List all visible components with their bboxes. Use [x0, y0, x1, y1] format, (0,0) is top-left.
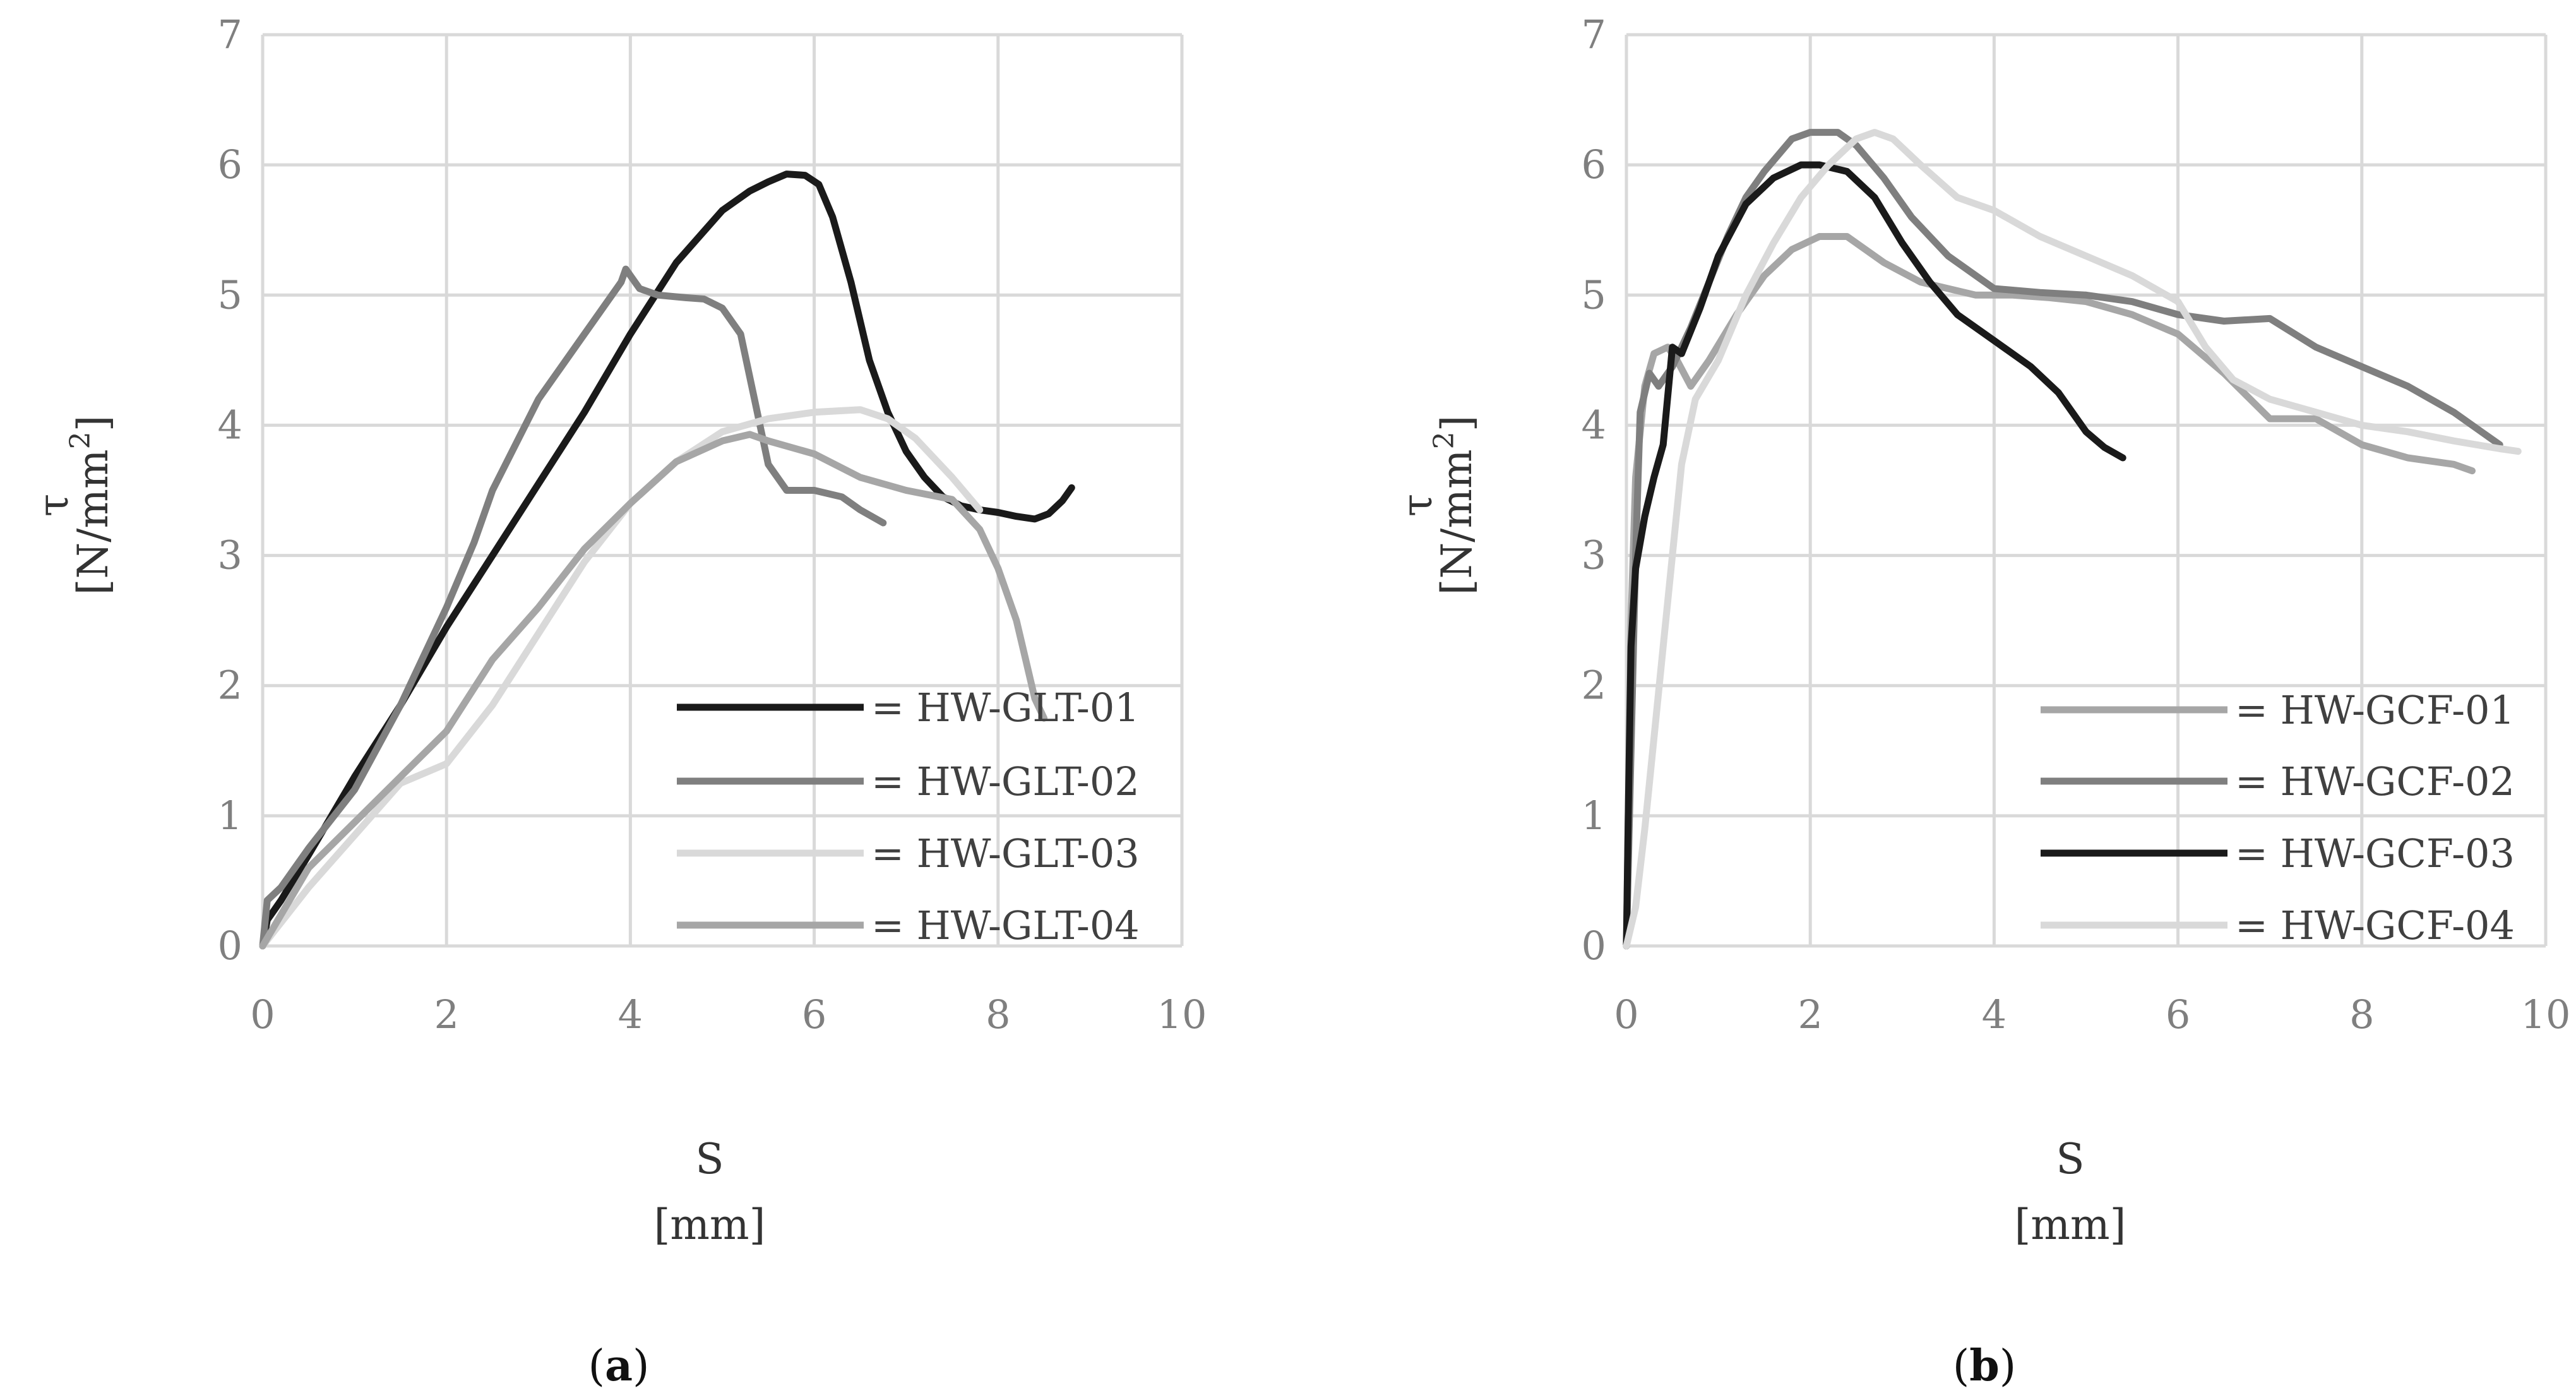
y-axis-unit-a-text: [N/mm: [69, 449, 117, 595]
series-line-hw-gcf-01: [1623, 233, 2476, 950]
x-axis-unit-a: [mm]: [654, 1200, 766, 1249]
x-tick-label-b-4: 8: [2349, 991, 2374, 1038]
y-tick-label-a-7: 7: [218, 11, 242, 57]
y-tick-label-a-0: 0: [218, 923, 242, 969]
y-tick-label-a-6: 6: [218, 141, 242, 188]
y-tick-label-a-3: 3: [218, 532, 242, 578]
y-tick-label-b-1: 1: [1582, 793, 1606, 839]
y-axis-unit-b-sup: 2: [1428, 431, 1460, 449]
legend-a: = HW-GLT-01 = HW-GLT-02 = HW-GLT-03 = HW…: [677, 685, 1140, 948]
series-line-hw-glt-02: [259, 265, 887, 950]
legend-b: = HW-GCF-01 = HW-GCF-02 = HW-GCF-03 = HW…: [2041, 687, 2515, 948]
legend-label-hw-glt-01: = HW-GLT-01: [871, 685, 1140, 731]
y-axis-unit-a-close: ]: [69, 416, 117, 432]
panel-label-b-close: ): [2000, 1341, 2017, 1391]
series-line-hw-gcf-03: [1623, 161, 2126, 950]
legend-label-hw-gcf-04: = HW-GCF-04: [2235, 902, 2515, 948]
series-line-hw-gcf-04: [1623, 129, 2522, 950]
plot-area-a: [263, 35, 1182, 946]
plot-area-b: [1626, 35, 2546, 946]
y-tick-label-b-2: 2: [1582, 662, 1606, 709]
x-tick-label-a-3: 6: [802, 991, 826, 1038]
panel-label-b: (b): [1953, 1341, 2017, 1391]
x-tick-label-b-2: 4: [1982, 991, 2007, 1038]
x-tick-label-b-1: 2: [1798, 991, 1822, 1038]
y-axis-unit-a: [N/mm2]: [64, 416, 117, 595]
legend-label-hw-glt-03: = HW-GLT-03: [871, 830, 1140, 876]
y-tick-label-a-4: 4: [218, 402, 242, 448]
panel-label-b-letter: b: [1969, 1341, 2000, 1391]
legend-label-hw-gcf-03: = HW-GCF-03: [2235, 830, 2515, 876]
x-tick-label-b-5: 10: [2521, 991, 2571, 1038]
y-tick-label-b-5: 5: [1582, 272, 1606, 318]
chart-panel-a: 0 2 4 6 8 10 0 1 2 3 4 5 6 7 = HW-GLT-01 = HW-GLT-02 …: [29, 11, 1207, 1391]
y-tick-label-b-6: 6: [1582, 141, 1606, 188]
y-axis-unit-a-sup: 2: [64, 431, 97, 449]
ticks-a: 0 2 4 6 8 10 0 1 2 3 4 5 6 7: [218, 11, 1207, 1038]
legend-label-hw-gcf-01: = HW-GCF-01: [2235, 687, 2515, 733]
series-line-hw-glt-04: [259, 431, 1048, 950]
y-tick-label-b-4: 4: [1582, 402, 1606, 448]
panel-label-a-close: ): [633, 1341, 650, 1391]
x-axis-unit-b: [mm]: [2015, 1200, 2126, 1249]
y-tick-label-b-7: 7: [1582, 11, 1606, 57]
x-axis-title-b: S: [2056, 1135, 2084, 1183]
x-tick-label-a-0: 0: [250, 991, 275, 1038]
y-axis-unit-b-text: [N/mm: [1433, 449, 1481, 595]
y-tick-label-b-0: 0: [1582, 923, 1606, 969]
x-tick-label-a-1: 2: [434, 991, 458, 1038]
panel-label-b-open: (: [1953, 1341, 1970, 1391]
y-tick-label-a-5: 5: [218, 272, 242, 318]
series-group-b: [1623, 129, 2522, 950]
panel-label-a-letter: a: [605, 1341, 633, 1391]
legend-label-hw-gcf-02: = HW-GCF-02: [2235, 758, 2515, 805]
x-tick-label-a-5: 10: [1157, 991, 1207, 1038]
y-tick-label-b-3: 3: [1582, 532, 1606, 578]
y-axis-title-a: τ: [29, 494, 78, 517]
panel-label-a: (a): [588, 1341, 649, 1391]
y-tick-label-a-1: 1: [218, 793, 242, 839]
x-tick-label-b-0: 0: [1614, 991, 1638, 1038]
series-line-hw-gcf-02: [1623, 129, 2503, 950]
y-axis-unit-b-close: ]: [1433, 416, 1481, 432]
legend-label-hw-glt-02: = HW-GLT-02: [871, 758, 1140, 805]
y-axis-unit-b: [N/mm2]: [1428, 416, 1481, 595]
x-tick-label-b-3: 6: [2166, 991, 2190, 1038]
chart-panel-b: 0 2 4 6 8 10 0 1 2 3 4 5 6 7 = HW-GCF-01 = HW-GCF-02 …: [1393, 11, 2570, 1391]
y-axis-title-b: τ: [1393, 494, 1441, 517]
ticks-b: 0 2 4 6 8 10 0 1 2 3 4 5 6 7: [1582, 11, 2571, 1038]
y-tick-label-a-2: 2: [218, 662, 242, 709]
legend-label-hw-glt-04: = HW-GLT-04: [871, 902, 1140, 948]
panel-label-a-open: (: [588, 1341, 605, 1391]
series-group-a: [259, 171, 1075, 950]
grid-a: [261, 33, 1184, 948]
x-tick-label-a-2: 4: [618, 991, 643, 1038]
x-tick-label-a-4: 8: [986, 991, 1010, 1038]
x-axis-title-a: S: [695, 1135, 724, 1183]
